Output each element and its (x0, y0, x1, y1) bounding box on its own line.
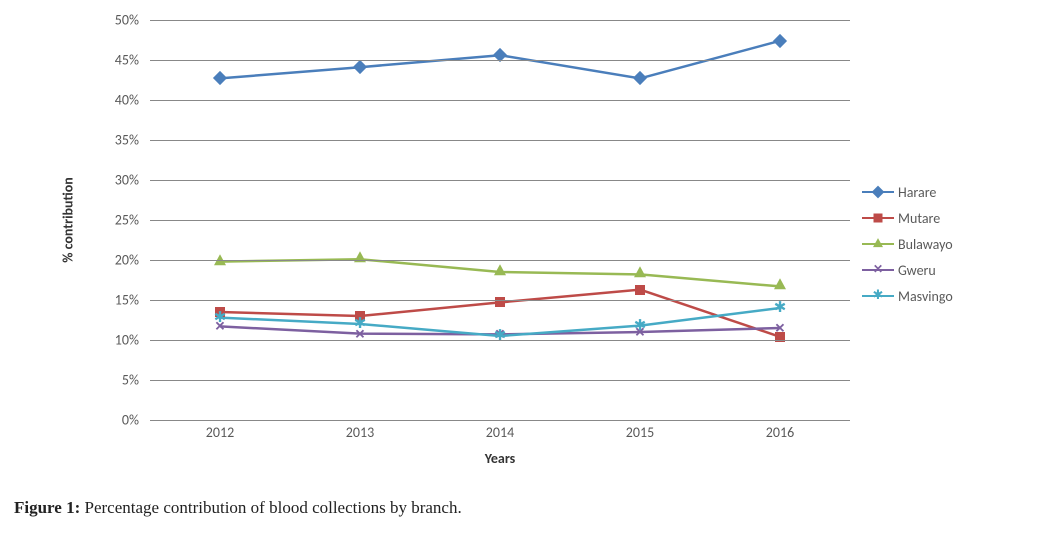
legend-label: Gweru (898, 262, 936, 279)
y-tick-label: 25% (115, 212, 145, 229)
gridline (150, 380, 850, 381)
x-tick-label: 2012 (206, 424, 234, 441)
y-tick-label: 0% (122, 412, 145, 429)
y-tick-label: 45% (115, 52, 145, 69)
data-point-marker (633, 71, 647, 85)
data-point-marker (213, 71, 227, 85)
y-tick-label: 50% (115, 12, 145, 29)
legend-label: Masvingo (898, 288, 953, 305)
data-point-marker (494, 264, 506, 275)
data-point-marker (353, 60, 367, 74)
data-point-marker (634, 267, 646, 278)
gridline (150, 100, 850, 101)
x-axis-title: Years (150, 450, 850, 467)
x-axis-labels: 2012 2013 2014 2015 2016 (150, 424, 850, 448)
y-axis-labels: 0%5%10%15%20%25%30%35%40%45%50% (50, 20, 145, 420)
gridline (150, 180, 850, 181)
legend-swatch (862, 236, 894, 252)
gridline (150, 20, 850, 21)
y-tick-label: 10% (115, 332, 145, 349)
data-point-marker (635, 285, 645, 295)
chart-container: % contribution 0%5%10%15%20%25%30%35%40%… (50, 10, 1010, 480)
y-tick-label: 35% (115, 132, 145, 149)
gridline (150, 60, 850, 61)
legend-swatch (862, 184, 894, 200)
y-tick-label: 20% (115, 252, 145, 269)
legend-item: ✱ Masvingo (862, 284, 1002, 308)
gridline (150, 220, 850, 221)
legend-item: Mutare (862, 206, 1002, 230)
data-point-marker: ✱ (214, 309, 227, 324)
legend-marker-icon (874, 214, 883, 223)
legend: Harare Mutare Bulawayo ✕ Gweru ✱ Masvingo (862, 180, 1002, 310)
legend-marker-icon (872, 186, 885, 199)
legend-swatch: ✱ (862, 288, 894, 304)
legend-label: Harare (898, 184, 936, 201)
figure-caption-text: Percentage contribution of blood collect… (85, 498, 462, 517)
data-point-marker: ✱ (354, 316, 367, 331)
legend-swatch (862, 210, 894, 226)
data-point-marker (773, 34, 787, 48)
gridline (150, 260, 850, 261)
legend-item: ✕ Gweru (862, 258, 1002, 282)
legend-marker-icon (873, 238, 883, 247)
plot-area: ✕✕✕✕✕✱✱✱✱✱ (150, 20, 850, 421)
gridline (150, 340, 850, 341)
x-tick-label: 2014 (486, 424, 514, 441)
data-point-marker (495, 297, 505, 307)
y-tick-label: 15% (115, 292, 145, 309)
legend-label: Mutare (898, 210, 940, 227)
y-tick-label: 30% (115, 172, 145, 189)
legend-label: Bulawayo (898, 236, 953, 253)
x-tick-label: 2016 (766, 424, 794, 441)
data-point-marker: ✱ (774, 300, 787, 315)
legend-marker-icon: ✱ (873, 289, 884, 302)
legend-item: Harare (862, 180, 1002, 204)
gridline (150, 140, 850, 141)
gridline (150, 300, 850, 301)
data-point-marker: ✱ (634, 317, 647, 332)
x-tick-label: 2015 (626, 424, 654, 441)
legend-item: Bulawayo (862, 232, 1002, 256)
data-point-marker (774, 279, 786, 290)
figure-caption-label: Figure 1: (14, 498, 80, 517)
data-point-marker: ✕ (775, 322, 786, 335)
x-tick-label: 2013 (346, 424, 374, 441)
y-tick-label: 5% (122, 372, 145, 389)
legend-swatch: ✕ (862, 262, 894, 278)
y-tick-label: 40% (115, 92, 145, 109)
legend-marker-icon: ✕ (873, 264, 883, 276)
figure-page: % contribution 0%5%10%15%20%25%30%35%40%… (0, 0, 1045, 542)
figure-caption: Figure 1: Percentage contribution of blo… (14, 498, 462, 518)
